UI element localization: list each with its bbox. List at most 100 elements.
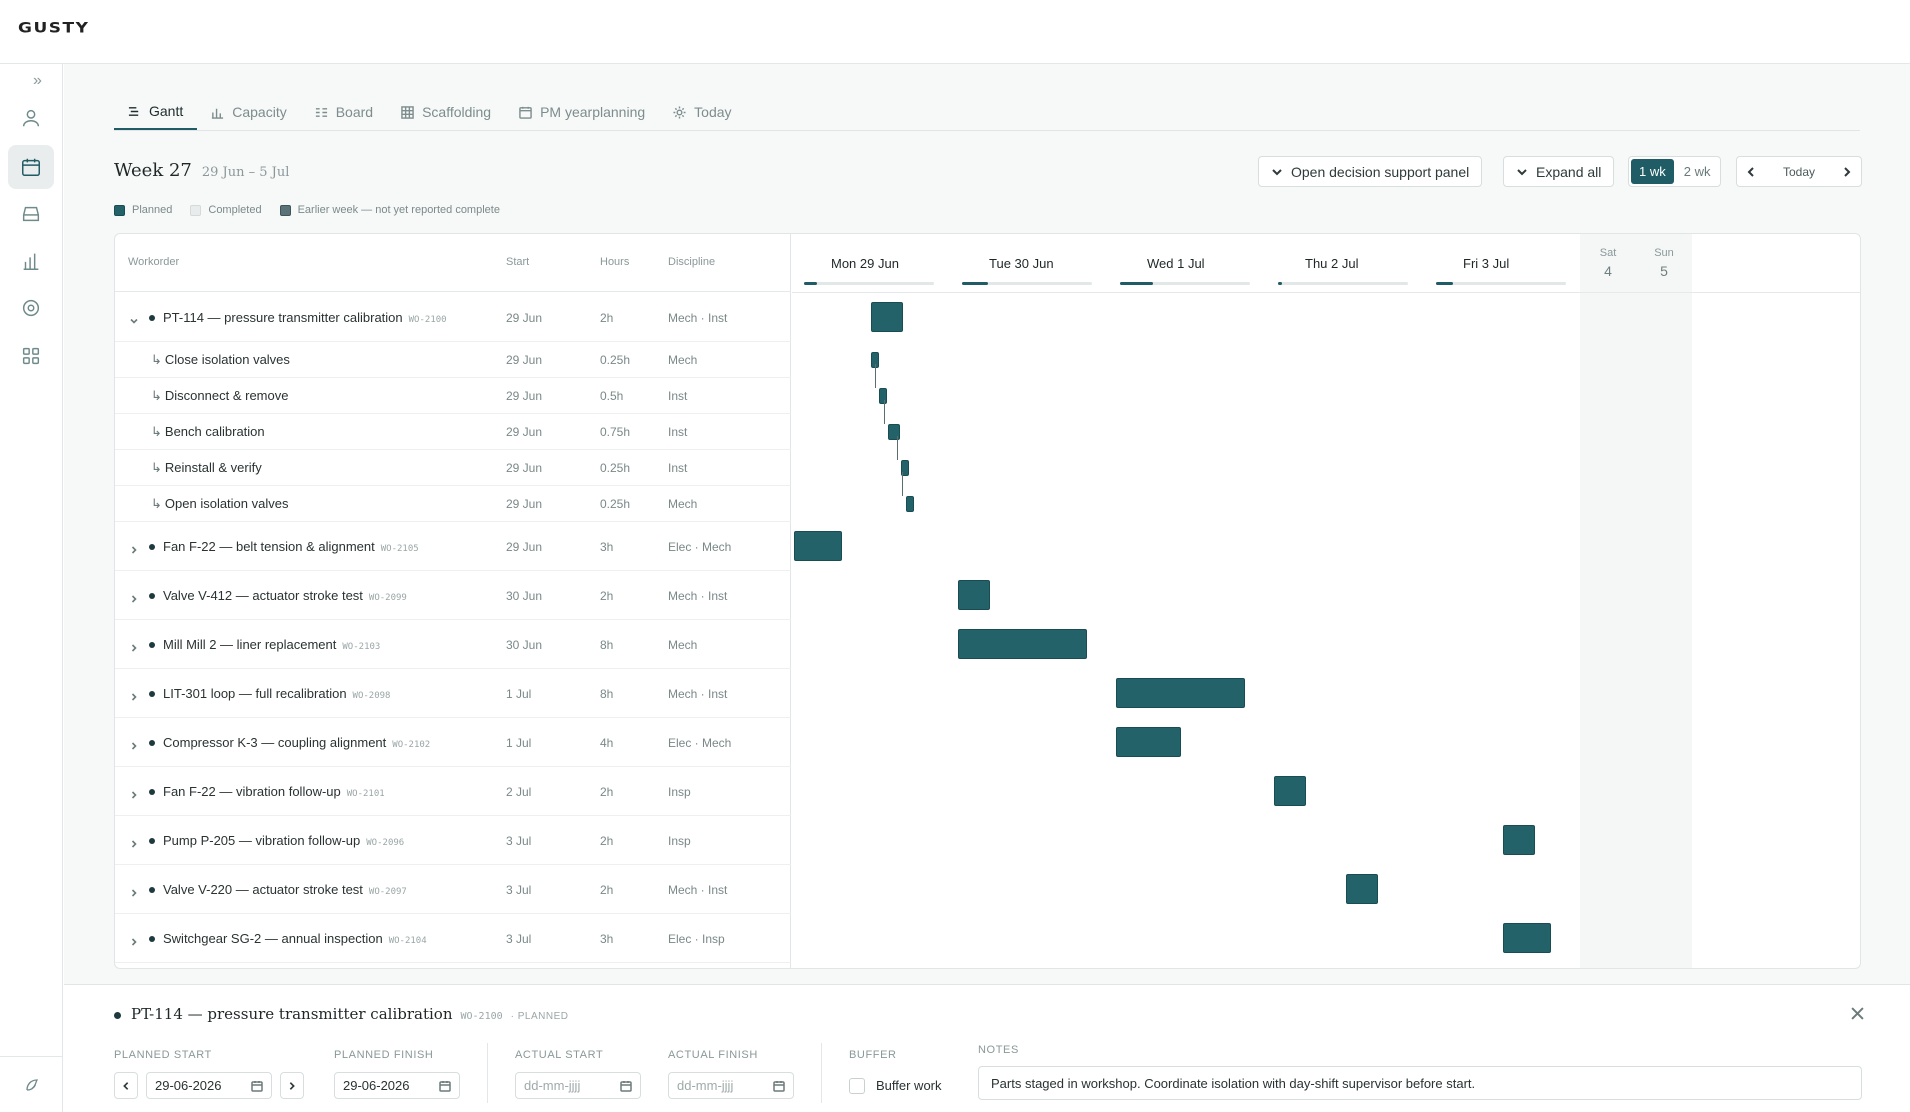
sidebar-item-reports[interactable] — [8, 239, 54, 283]
sidebar-item-apps[interactable] — [8, 334, 54, 378]
span-1wk-button[interactable]: 1 wk — [1631, 159, 1674, 184]
actual-finish-input[interactable]: dd-mm-jjjj — [668, 1072, 794, 1099]
expand-all-button[interactable]: Expand all — [1503, 156, 1615, 187]
subtask-bar[interactable] — [879, 388, 887, 404]
chevron-left-icon[interactable] — [1745, 166, 1757, 178]
workorder-title: Valve V-220 — actuator stroke test WO-209… — [163, 882, 407, 897]
workorder-title: PT-114 — pressure transmitter calibratio… — [163, 310, 447, 325]
workorder-number: WO-2104 — [388, 936, 427, 946]
actual-finish-label: ACTUAL FINISH — [668, 1049, 758, 1061]
today-button[interactable]: Today — [1782, 164, 1816, 179]
tab-scaffolding[interactable]: Scaffolding — [387, 94, 505, 130]
chevron-right-icon[interactable] — [129, 542, 139, 554]
chevron-right-icon[interactable] — [1841, 166, 1853, 178]
workorder-title-text: LIT-301 loop — full recalibration — [163, 686, 347, 701]
sidebar-footer[interactable] — [0, 1056, 63, 1112]
detail-status: · PLANNED — [510, 1011, 569, 1022]
table-row[interactable]: Valve V-220 — actuator stroke test WO-209… — [115, 865, 791, 914]
workorder-hours: 2h — [600, 834, 614, 848]
buffer-label: BUFFER — [849, 1049, 897, 1061]
subtask-row[interactable]: ↳ Close isolation valves 29 Jun 0.25h Mech — [115, 342, 791, 378]
subtask-bar[interactable] — [906, 496, 914, 512]
planned-start-prev-button[interactable] — [114, 1072, 138, 1099]
gantt-bar[interactable] — [1116, 678, 1245, 708]
app-logo[interactable]: GUSTY — [18, 19, 90, 37]
workorder-status-dot — [149, 593, 155, 599]
table-row[interactable]: Valve V-412 — actuator stroke test WO-209… — [115, 571, 791, 620]
chevron-right-icon[interactable] — [129, 591, 139, 603]
table-row[interactable]: Compressor K-3 — coupling alignment WO-21… — [115, 718, 791, 767]
logo-mark-icon — [25, 1078, 38, 1091]
col-start: Start — [506, 256, 530, 268]
weekend-day-name: Sun — [1654, 247, 1674, 259]
table-row[interactable]: Fan F-22 — belt tension & alignment WO-21… — [115, 522, 791, 571]
gantt-bar[interactable] — [871, 302, 903, 332]
gantt-bar[interactable] — [1503, 923, 1551, 953]
workorder-discipline: Elec · Insp — [668, 932, 725, 946]
chevron-right-icon[interactable] — [129, 934, 139, 946]
table-row[interactable]: Fan F-22 — vibration follow-up WO-2101 2 J… — [115, 767, 791, 816]
gantt-bar[interactable] — [1274, 776, 1306, 806]
chevron-right-icon[interactable] — [129, 836, 139, 848]
chevron-right-icon[interactable] — [129, 885, 139, 897]
sidebar-item-planning[interactable] — [8, 145, 54, 189]
workorder-discipline: Mech — [668, 638, 698, 652]
table-row[interactable]: LIT-301 loop — full recalibration WO-2098… — [115, 669, 791, 718]
chevron-right-icon[interactable] — [129, 640, 139, 652]
actual-start-input[interactable]: dd-mm-jjjj — [515, 1072, 641, 1099]
subtask-arrow-icon: ↳ — [151, 460, 162, 475]
gantt-bar[interactable] — [958, 629, 1087, 659]
workorder-title: Compressor K-3 — coupling alignment WO-21… — [163, 735, 430, 750]
chevron-right-icon[interactable] — [129, 689, 139, 701]
sidebar-item-inbox[interactable] — [8, 192, 54, 236]
tab-pm-yearplanning[interactable]: PM yearplanning — [505, 94, 659, 130]
subtask-row[interactable]: ↳ Disconnect & remove 29 Jun 0.5h Inst — [115, 378, 791, 414]
chevron-right-icon[interactable] — [129, 787, 139, 799]
workorder-title-text: Mill Mill 2 — liner replacement — [163, 637, 337, 652]
gantt-bar[interactable] — [1503, 825, 1535, 855]
notes-field[interactable]: Parts staged in workshop. Coordinate iso… — [978, 1066, 1862, 1100]
subtask-row[interactable]: ↳ Open isolation valves 29 Jun 0.25h Mech — [115, 486, 791, 522]
span-2wk-button[interactable]: 2 wk — [1683, 164, 1711, 179]
tab-board[interactable]: Board — [301, 94, 387, 130]
gantt-bar[interactable] — [794, 531, 842, 561]
col-workorder: Workorder — [128, 256, 180, 268]
notes-label: NOTES — [978, 1044, 1019, 1056]
chevron-down-icon[interactable] — [129, 313, 139, 324]
gantt-bar[interactable] — [958, 580, 990, 610]
table-row[interactable]: PT-114 — pressure transmitter calibratio… — [115, 293, 791, 342]
close-detail-button[interactable] — [1851, 1007, 1864, 1023]
table-row[interactable]: Switchgear SG-2 — annual inspection WO-21… — [115, 914, 791, 963]
table-row[interactable]: Mill Mill 2 — liner replacement WO-2103 30… — [115, 620, 791, 669]
planned-start-next-button[interactable] — [280, 1072, 304, 1099]
sidebar-item-settings[interactable] — [8, 286, 54, 330]
sidebar-expand-icon[interactable]: » — [33, 72, 42, 89]
weekend-day-number: 4 — [1604, 263, 1612, 279]
legend-completed: Completed — [190, 204, 262, 216]
subtask-row[interactable]: ↳ Reinstall & verify 29 Jun 0.25h Inst — [115, 450, 791, 486]
day-header: Thu 2 Jul — [1305, 256, 1359, 271]
workorder-status-dot — [149, 544, 155, 550]
table-row[interactable]: Pump P-205 — vibration follow-up WO-2096 3… — [115, 816, 791, 865]
grid-icon — [22, 347, 40, 365]
chevron-down-icon — [1272, 168, 1282, 175]
gantt-bar[interactable] — [1346, 874, 1378, 904]
buffer-checkbox[interactable] — [849, 1078, 865, 1094]
day-header: Fri 3 Jul — [1463, 256, 1510, 271]
planned-finish-input[interactable]: 29-06-2026 — [334, 1072, 460, 1099]
chevron-right-icon[interactable] — [129, 738, 139, 750]
subtask-bar[interactable] — [901, 460, 909, 476]
subtask-row[interactable]: ↳ Bench calibration 29 Jun 0.75h Inst — [115, 414, 791, 450]
subtask-arrow-icon: ↳ — [151, 424, 162, 439]
planned-start-input[interactable]: 29-06-2026 — [146, 1072, 272, 1099]
bar-chart-icon — [23, 253, 39, 270]
gantt-bar[interactable] — [1116, 727, 1181, 757]
sidebar-item-people[interactable] — [8, 96, 54, 140]
tab-capacity[interactable]: Capacity — [197, 94, 300, 130]
open-decision-support-button[interactable]: Open decision support panel — [1258, 156, 1483, 187]
subtask-bar[interactable] — [888, 424, 900, 440]
top-bar: GUSTY — [0, 0, 1910, 64]
tab-gantt[interactable]: Gantt — [114, 94, 198, 130]
workorder-discipline: Insp — [668, 834, 691, 848]
tab-today[interactable]: Today — [659, 94, 745, 130]
